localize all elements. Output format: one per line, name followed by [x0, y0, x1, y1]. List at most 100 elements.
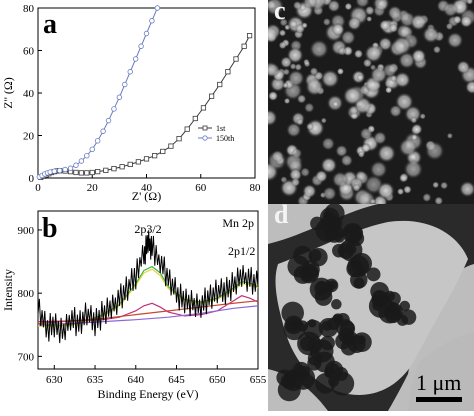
- x-tick-label: 20: [87, 182, 99, 194]
- particle: [432, 181, 440, 189]
- particle: [294, 63, 303, 71]
- data-point-square: [176, 136, 182, 142]
- particle: [322, 17, 331, 27]
- particle: [422, 192, 432, 203]
- particle: [452, 15, 462, 25]
- particle: [440, 181, 449, 190]
- particle: [446, 31, 464, 49]
- particle: [389, 104, 403, 118]
- data-point-square: [192, 115, 198, 122]
- particle: [296, 94, 307, 104]
- particle: [342, 86, 363, 106]
- particle: [340, 154, 353, 167]
- data-point-square: [233, 56, 239, 62]
- particle: [287, 69, 305, 87]
- particle: [422, 26, 440, 44]
- particle: [268, 109, 278, 127]
- data-point-circle: [73, 162, 79, 168]
- particle: [271, 149, 285, 163]
- x-tick-label: 60: [195, 182, 207, 194]
- agglomerate: [324, 204, 345, 224]
- peak-annotation: 2p1/2: [228, 244, 255, 258]
- data-point-square: [95, 169, 101, 175]
- particle: [321, 136, 335, 151]
- data-point-square: [241, 43, 247, 49]
- particle: [306, 122, 314, 131]
- particle: [302, 0, 319, 10]
- data-point-square: [89, 169, 95, 176]
- particle: [459, 180, 474, 198]
- particle: [301, 22, 308, 29]
- particle: [355, 0, 370, 9]
- particle: [361, 143, 371, 153]
- agglomerate: [332, 314, 341, 323]
- particle: [411, 48, 427, 64]
- agglomerate: [291, 365, 316, 390]
- particle: [268, 90, 279, 101]
- particle: [337, 46, 347, 56]
- data-point-circle: [143, 30, 150, 37]
- particle: [336, 67, 345, 75]
- panel-label-b: b: [42, 213, 58, 244]
- agglomerate: [347, 335, 366, 354]
- particle: [424, 141, 445, 161]
- particle: [385, 86, 393, 94]
- plot-b: 630 635 640 645 650 655 700 800 900 Binding Energ…: [1, 210, 267, 401]
- data-point-square: [111, 166, 117, 172]
- agglomerate: [366, 267, 381, 282]
- particle: [445, 22, 454, 31]
- y-axis-label: Z'' (Ω): [1, 77, 15, 109]
- particle: [268, 0, 284, 16]
- tem-texture: [268, 204, 474, 411]
- particle: [279, 18, 288, 27]
- particle: [331, 100, 340, 108]
- x-tick-label: 655: [250, 374, 267, 386]
- data-point-square: [73, 169, 79, 176]
- data-point-square: [143, 156, 150, 162]
- data-point-circle: [132, 56, 139, 62]
- data-point-square: [200, 105, 207, 111]
- y-tick-label: 700: [18, 351, 35, 363]
- sem-texture: [268, 0, 474, 204]
- particle: [268, 25, 279, 44]
- particle: [398, 173, 408, 183]
- agglomerate: [357, 267, 366, 276]
- agglomerate: [287, 255, 310, 278]
- x-tick-label: 630: [46, 374, 63, 386]
- particle: [331, 171, 349, 188]
- data-point-square: [184, 126, 190, 132]
- particle: [459, 14, 473, 28]
- agglomerate: [344, 224, 363, 243]
- data-point-circle: [67, 165, 74, 171]
- series-line-a: [40, 35, 251, 178]
- particle: [369, 160, 388, 179]
- peak-annotation: 2p3/2: [134, 222, 161, 236]
- agglomerate: [332, 243, 346, 258]
- panel-d-tem-image: d 1 μm: [268, 204, 474, 411]
- panel-a: 0 20 40 60 80 0 20 40 60 80 Z' (Ω) Z'' (Ω) 1st 150th a: [0, 0, 268, 205]
- particle: [278, 29, 287, 37]
- particle: [456, 60, 471, 75]
- agglomerate: [345, 243, 357, 255]
- x-tick-label: 635: [87, 374, 104, 386]
- panel-label-a: a: [43, 9, 57, 40]
- legend-label: 1st: [216, 124, 226, 133]
- particle: [357, 150, 365, 158]
- agglomerate: [307, 356, 322, 371]
- data-point-square: [208, 93, 215, 99]
- x-axis-label: Z' (Ω): [132, 189, 161, 203]
- data-point-circle: [105, 117, 112, 124]
- x-tick-label: 645: [168, 374, 185, 386]
- agglomerate: [307, 319, 317, 328]
- particle: [331, 22, 345, 37]
- agglomerate: [297, 331, 321, 356]
- particle: [364, 44, 383, 63]
- data-point-circle: [154, 5, 161, 11]
- agglomerate: [281, 301, 304, 325]
- spectrum-background: [37, 300, 259, 325]
- particle: [369, 65, 388, 84]
- y-tick-label: 800: [18, 288, 35, 300]
- agglomerate: [334, 232, 345, 243]
- data-point-square: [168, 143, 174, 149]
- particle: [322, 186, 337, 201]
